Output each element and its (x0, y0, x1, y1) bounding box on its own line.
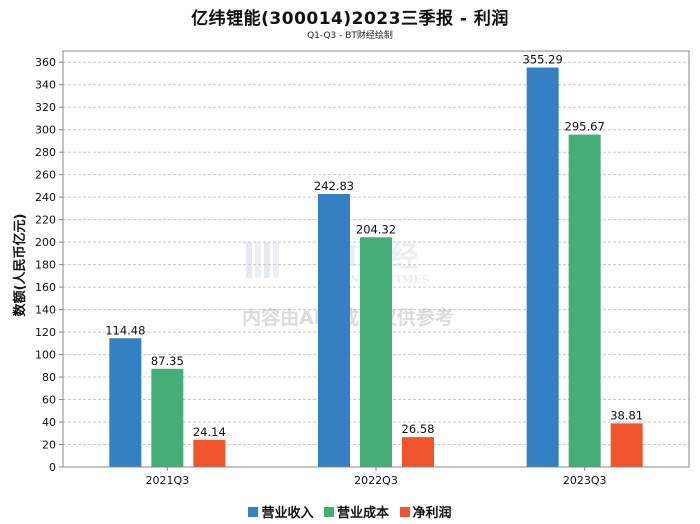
legend: 营业收入 营业成本 净利润 (0, 502, 700, 521)
legend-label-revenue: 营业收入 (261, 506, 314, 521)
x-tick-label: 2021Q3 (146, 474, 190, 487)
y-tick-label: 80 (42, 371, 56, 384)
y-axis-label: 数额(人民币亿元) (12, 214, 28, 317)
data-label: 87.35 (151, 354, 184, 368)
bt-logo-icon (246, 242, 279, 278)
y-tick-label: 140 (35, 304, 56, 317)
bar-revenue (109, 338, 142, 467)
y-tick-label: 240 (35, 191, 56, 204)
legend-label-profit: 净利润 (412, 506, 452, 521)
bar-cost (360, 237, 392, 467)
y-tick-label: 360 (35, 56, 56, 69)
data-label: 114.48 (105, 323, 145, 337)
y-tick-label: 60 (42, 394, 56, 407)
y-tick-label: 300 (35, 124, 56, 137)
legend-item-revenue: 营业收入 (248, 502, 313, 521)
x-tick-label: 2022Q3 (354, 474, 398, 487)
bars: 114.48 87.35 24.14 242.83 204.32 26.58 355.29 2… (105, 53, 643, 467)
y-tick-label: 180 (35, 259, 56, 272)
bar-revenue (526, 67, 559, 467)
data-label: 26.58 (402, 422, 435, 436)
y-tick-label: 40 (42, 416, 56, 429)
data-label: 242.83 (314, 179, 354, 193)
data-label: 38.81 (610, 408, 643, 422)
data-label: 204.32 (356, 222, 396, 236)
legend-swatch-cost (323, 506, 334, 517)
axes: 0 20 40 60 80 100 120 140 160 180 200 220 240 260 280 3… (35, 50, 690, 487)
bar-chart: BT财经 BUSINESS TIMES 内容由AI生成，仅供参考 114.488… (12, 50, 690, 487)
data-label: 355.29 (523, 53, 563, 67)
y-tick-label: 20 (42, 439, 56, 452)
bar-cost (151, 368, 184, 467)
y-tick-label: 160 (35, 281, 56, 294)
legend-item-profit: 净利润 (399, 502, 452, 521)
y-tick-label: 0 (49, 461, 56, 474)
bar-cost (568, 134, 601, 467)
y-tick-label: 100 (35, 349, 56, 362)
legend-swatch-revenue (248, 506, 259, 517)
bar-revenue (318, 193, 350, 467)
x-tick-label: 2023Q3 (563, 474, 607, 487)
y-tick-label: 120 (35, 326, 56, 339)
bar-profit (402, 437, 434, 467)
chart-subtitle: Q1-Q3 - BT财经绘制 (307, 31, 393, 41)
legend-swatch-profit (399, 506, 410, 517)
y-tick-label: 320 (35, 101, 56, 114)
legend-item-cost: 营业成本 (323, 502, 389, 521)
legend-label-cost: 营业成本 (336, 506, 389, 521)
y-tick-label: 220 (35, 214, 56, 227)
data-label: 24.14 (193, 425, 226, 439)
y-tick-label: 200 (35, 236, 56, 249)
chart-title: 亿纬锂能(300014)2023三季报 - 利润 (191, 9, 509, 29)
bar-profit (610, 423, 643, 467)
y-tick-label: 340 (35, 79, 56, 92)
y-tick-label: 280 (35, 146, 56, 159)
data-label: 295.67 (565, 120, 605, 134)
bar-profit (193, 439, 226, 467)
y-tick-label: 260 (35, 169, 56, 182)
